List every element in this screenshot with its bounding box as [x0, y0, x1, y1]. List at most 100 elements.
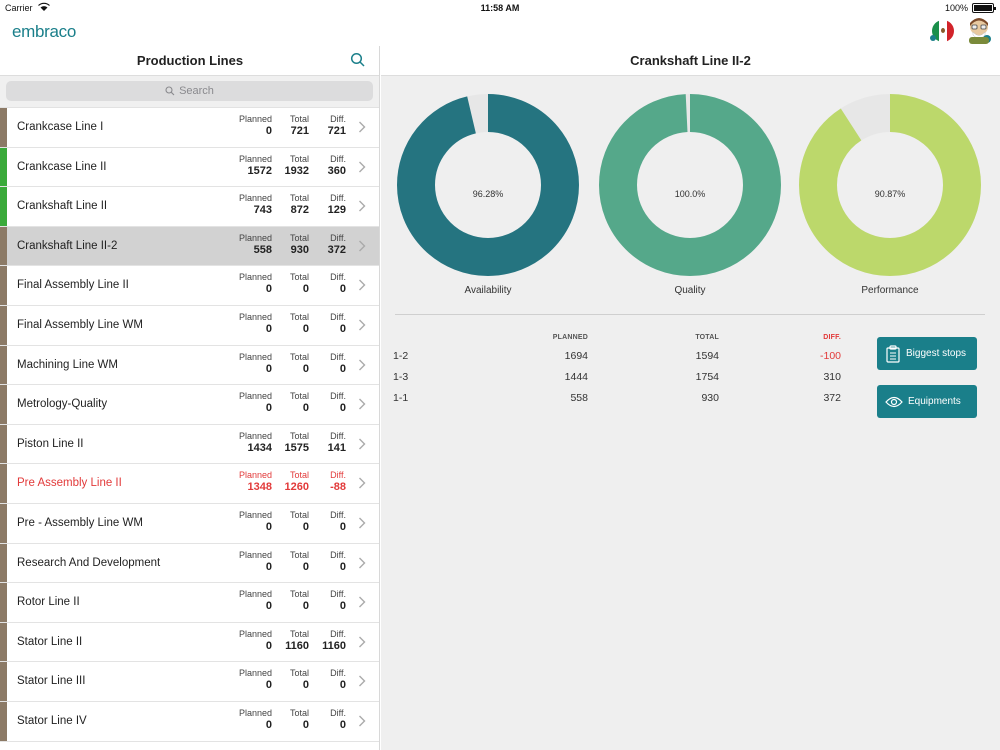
- production-line-row[interactable]: Stator Line III Planned 0 Total 0 Diff. 0: [0, 662, 379, 702]
- production-line-row[interactable]: Crankshaft Line II-2 Planned 558 Total 930 Di…: [0, 226, 379, 267]
- search-input[interactable]: Search: [6, 81, 373, 101]
- diff-label: Diff.: [330, 430, 346, 441]
- planned-column: Planned 558: [239, 233, 272, 256]
- diff-column: Diff. 141: [328, 431, 346, 454]
- total-value: 0: [302, 322, 309, 335]
- stats-row: 1-1 558 930 372: [393, 392, 853, 413]
- total-column: Total 0: [290, 589, 309, 612]
- line-name: Stator Line II: [17, 635, 83, 648]
- stats-table: PLANNED TOTAL DIFF. 1-2 1694 1594 -100 1-3 14…: [393, 334, 853, 413]
- total-value: 0: [302, 560, 309, 573]
- production-line-row[interactable]: Crankshaft Line II Planned 743 Total 872 Diff…: [0, 187, 379, 227]
- planned-column: Planned 1434: [239, 431, 272, 454]
- production-line-row[interactable]: Pre Assembly Line II Planned 1348 Total 1260…: [0, 464, 379, 504]
- total-value: 0: [302, 283, 309, 296]
- search-field-icon: [165, 86, 175, 96]
- diff-label: Diff.: [330, 668, 346, 679]
- total-value: 872: [290, 204, 309, 217]
- production-line-row[interactable]: Stator Line II Planned 0 Total 1160 Diff. 1160: [0, 622, 379, 663]
- production-line-row[interactable]: Stator Line IV Planned 0 Total 0 Diff. 0: [0, 701, 379, 742]
- planned-value: 1572: [247, 164, 272, 177]
- production-line-row[interactable]: Metrology-Quality Planned 0 Total 0 Diff. 0: [0, 385, 379, 425]
- chevron-right-icon: [359, 359, 366, 371]
- production-line-row[interactable]: Research And Development Planned 0 Total 0 Di…: [0, 543, 379, 584]
- production-line-row[interactable]: Rotor Line II Planned 0 Total 0 Diff. 0: [0, 583, 379, 623]
- planned-value: 0: [265, 718, 272, 731]
- user-avatar[interactable]: [966, 17, 992, 45]
- row-total: 1754: [695, 371, 719, 383]
- total-value: 0: [302, 718, 309, 731]
- total-label: Total: [289, 351, 309, 362]
- production-line-row[interactable]: Piston Line II Planned 1434 Total 1575 Diff. 1…: [0, 424, 379, 465]
- diff-value: 0: [339, 362, 346, 375]
- diff-column: Diff. 0: [330, 272, 346, 295]
- production-line-row[interactable]: Crankcase Line I Planned 0 Total 721 Diff. 721: [0, 108, 379, 148]
- diff-value: 0: [339, 520, 346, 533]
- total-label: Total: [289, 549, 309, 560]
- planned-value: 0: [265, 125, 272, 137]
- chevron-right-icon: [359, 517, 366, 529]
- biggest-stops-button[interactable]: Biggest stops: [877, 337, 977, 370]
- row-total: 1594: [695, 350, 719, 362]
- performance-gauge: 90.87% Performance: [795, 90, 985, 296]
- production-line-row[interactable]: Pre - Assembly Line WM Planned 0 Total 0 Diff…: [0, 503, 379, 544]
- mexico-flag-icon[interactable]: [932, 20, 954, 42]
- search-icon[interactable]: [350, 52, 366, 68]
- line-name: Machining Line WM: [17, 358, 118, 371]
- row-label: 1-3: [393, 371, 409, 383]
- line-name: Pre - Assembly Line WM: [17, 516, 143, 529]
- total-column: Total 1932: [285, 154, 309, 177]
- diff-column: Diff. 0: [330, 550, 346, 573]
- equipments-button[interactable]: Equipments: [877, 385, 977, 418]
- total-value: 1260: [284, 481, 309, 494]
- line-name: Stator Line IV: [17, 714, 87, 727]
- list-header: Production Lines: [0, 46, 379, 76]
- total-label: Total: [289, 430, 309, 441]
- total-value: 0: [302, 520, 309, 533]
- diff-column: Diff. 372: [328, 233, 346, 256]
- diff-value: 0: [339, 283, 346, 296]
- production-line-row[interactable]: Crankcase Line II Planned 1572 Total 1932 Dif…: [0, 147, 379, 188]
- diff-label: Diff.: [330, 470, 346, 481]
- chevron-right-icon: [359, 319, 366, 331]
- line-name: Final Assembly Line II: [17, 279, 129, 292]
- total-label: Total: [289, 589, 309, 600]
- availability-gauge: 96.28% Availability: [393, 90, 583, 296]
- status-stripe: [0, 622, 7, 662]
- planned-column: Planned 0: [239, 272, 272, 295]
- total-label: Total: [289, 628, 309, 639]
- biggest-stops-label: Biggest stops: [906, 348, 967, 359]
- planned-value: 0: [265, 679, 272, 692]
- total-label: Total: [289, 391, 309, 402]
- diff-column: Diff. 360: [328, 154, 346, 177]
- chevron-right-icon: [359, 200, 366, 212]
- planned-label: Planned: [238, 351, 272, 362]
- total-column: Total 872: [290, 193, 309, 216]
- row-total: 930: [701, 392, 719, 404]
- production-line-row[interactable]: Final Assembly Line WM Planned 0 Total 0 Diff…: [0, 305, 379, 346]
- diff-label: Diff.: [330, 391, 346, 402]
- production-line-row[interactable]: Machining Line WM Planned 0 Total 0 Diff. 0: [0, 345, 379, 386]
- diff-value: 0: [339, 322, 346, 335]
- planned-column: Planned 0: [239, 114, 272, 137]
- total-value: 1575: [284, 441, 309, 454]
- performance-label: Performance: [861, 285, 919, 296]
- diff-column: Diff. 0: [330, 708, 346, 731]
- diff-column: Diff. 0: [330, 589, 346, 612]
- stats-header: PLANNED TOTAL DIFF.: [393, 334, 853, 350]
- total-column: Total 930: [290, 233, 309, 256]
- production-lines-panel: Production Lines Search Crankcase Line I…: [0, 46, 380, 750]
- planned-label: Planned: [238, 509, 272, 520]
- status-stripe: [0, 662, 7, 701]
- production-line-row[interactable]: Final Assembly Line II Planned 0 Total 0 Diff…: [0, 266, 379, 306]
- status-stripe: [0, 503, 7, 543]
- diff-value: 0: [339, 718, 346, 731]
- planned-label: Planned: [238, 430, 272, 441]
- line-name: Crankcase Line II: [17, 160, 107, 173]
- planned-column: Planned 743: [239, 193, 272, 216]
- planned-value: 0: [265, 520, 272, 533]
- status-stripe: [0, 543, 7, 583]
- total-column: Total 1575: [285, 431, 309, 454]
- performance-value: 90.87%: [874, 189, 906, 199]
- planned-label: Planned: [238, 272, 272, 283]
